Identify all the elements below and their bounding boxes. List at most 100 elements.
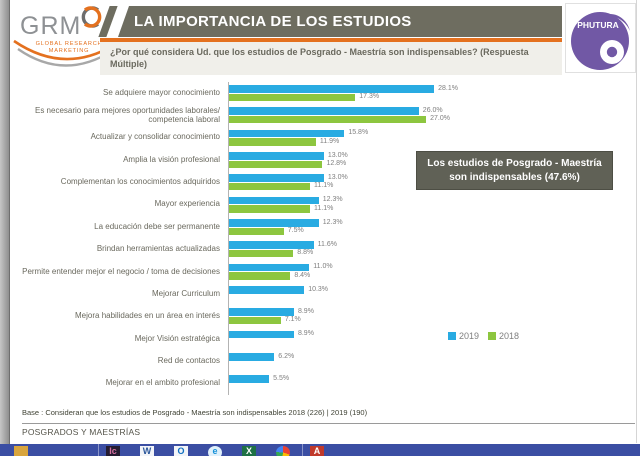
bar-group: 10.3%	[228, 283, 632, 306]
chart-row: Mejorar Curriculum 10.3%	[10, 283, 632, 306]
bar-value-2018: 7.5%	[287, 227, 304, 235]
bar-group: 12.3% 11.1%	[228, 193, 632, 217]
bar-2018	[229, 316, 281, 325]
chart-row: Brindan herramientas actualizadas 11.6% 8.…	[10, 238, 632, 261]
bar-2018	[229, 115, 427, 124]
category-label: Permite entender mejor el negocio / toma…	[22, 266, 220, 276]
bar-value-2019: 8.9%	[297, 330, 314, 338]
bar-2018	[229, 182, 311, 191]
bar-2018	[229, 272, 291, 280]
bar-value-2019: 11.0%	[313, 263, 333, 271]
bar-value-2018: 11.1%	[314, 182, 334, 190]
section-title: POSGRADOS Y MAESTRÍAS	[22, 427, 141, 437]
chart-row: Mejora habilidades en un área en interés…	[10, 305, 632, 328]
incopy-icon[interactable]: Ic	[106, 446, 120, 456]
bar-value-2019: 6.2%	[278, 352, 295, 360]
folder-icon[interactable]	[14, 446, 28, 456]
footer-divider	[22, 423, 635, 424]
bar-value-2019: 12.3%	[322, 218, 343, 226]
bar-2019	[229, 152, 324, 160]
taskbar-separator	[98, 444, 99, 456]
chart-row: Mejor Visión estratégica 8.9%	[10, 327, 632, 351]
bar-value-2018: 11.9%	[319, 137, 340, 145]
phutura-logo-box: PHUTURA	[565, 3, 636, 73]
bar-2019	[229, 330, 294, 339]
bar-value-2019: 15.8%	[348, 129, 369, 137]
legend-item-2018: 2018	[488, 331, 519, 341]
bar-group: 13.0% 12.8%	[228, 149, 632, 172]
bar-group: 6.2%	[228, 350, 632, 373]
grm-logo-swirl-orange	[83, 6, 102, 28]
slide-right-edge	[636, 0, 637, 443]
category-label: La educación debe ser permanente	[94, 221, 220, 231]
callout-box: Los estudios de Posgrado - Maestría son …	[416, 151, 613, 190]
category-label: Complementan los conocimientos adquirido…	[60, 177, 220, 187]
base-note: Base : Consideran que los estudios de Po…	[22, 408, 368, 417]
bar-2019	[229, 308, 294, 316]
category-label: Es necesario para mejores oportunidades …	[35, 105, 220, 124]
bar-value-2019: 13.0%	[327, 173, 348, 181]
legend-swatch-2018	[488, 332, 497, 340]
bar-value-2019: 10.3%	[308, 285, 329, 293]
bar-value-2019: 11.6%	[317, 240, 338, 248]
bar-value-2019: 8.9%	[297, 307, 314, 315]
bar-2019	[229, 263, 310, 272]
survey-question: ¿Por qué considera Ud. que los estudios …	[100, 42, 562, 75]
phutura-logo: PHUTURA	[571, 12, 630, 70]
bar-value-2018: 8.4%	[294, 271, 311, 279]
chart-row: La educación debe ser permanente 12.3% 7.5…	[10, 216, 632, 239]
grm-logo-tagline-2: MARKETING	[49, 48, 89, 54]
bar-2018	[229, 205, 311, 213]
word-icon[interactable]: W	[140, 446, 154, 456]
browser-icon[interactable]: e	[208, 446, 222, 456]
category-label: Brindan herramientas actualizadas	[96, 244, 220, 254]
grm-logo: GRM GLOBAL RESEARCH MARKETING	[13, 6, 115, 67]
bar-value-2018: 12.8%	[326, 160, 347, 168]
bar-group: 15.8% 11.9%	[228, 126, 632, 150]
legend-label-2019: 2019	[459, 331, 480, 341]
bar-2018	[229, 227, 284, 236]
accent-divider	[100, 38, 562, 42]
category-label: Mejora habilidades en un área en interés	[75, 311, 220, 321]
chrome-icon[interactable]	[276, 446, 290, 456]
chart-row: Permite entender mejor el negocio / toma…	[10, 260, 632, 284]
bar-value-2019: 5.5%	[273, 374, 290, 382]
bar-2019	[229, 129, 345, 138]
bar-group: 26.0% 27.0%	[228, 104, 632, 127]
grm-logo-tagline-1: GLOBAL RESEARCH	[36, 41, 103, 47]
bar-value-2019: 12.3%	[322, 196, 343, 204]
bar-2019	[229, 241, 314, 249]
chart-row: Red de contactos 6.2%	[10, 350, 632, 373]
category-label: Se adquiere mayor conocimiento	[103, 87, 220, 97]
excel-icon[interactable]: X	[242, 446, 256, 456]
legend-swatch-2019	[448, 332, 456, 340]
bar-2018	[229, 93, 356, 101]
chart-row: Es necesario para mejores oportunidades …	[10, 104, 632, 127]
bar-2019	[229, 174, 324, 182]
bar-group: 12.3% 7.5%	[228, 216, 632, 239]
category-label: Mejorar en el ambito profesional	[105, 378, 220, 388]
category-label: Mejorar Curriculum	[151, 288, 220, 298]
bar-2018	[229, 138, 316, 146]
bar-value-2018: 27.0%	[430, 115, 450, 123]
slide-title: LA IMPORTANCIA DE LOS ESTUDIOS	[118, 6, 562, 37]
category-label: Mayor experiencia	[154, 199, 220, 209]
chart-row: Mayor experiencia 12.3% 11.1%	[10, 193, 632, 217]
taskbar-separator	[302, 444, 303, 456]
bar-group: 13.0% 11.1%	[228, 171, 632, 194]
bar-2019	[229, 196, 319, 205]
category-label: Actualizar y consolidar conocimiento	[90, 132, 220, 142]
bar-value-2019: 13.0%	[327, 151, 348, 159]
category-label: Amplia la visión profesional	[123, 154, 220, 164]
bar-2018	[229, 249, 294, 258]
bar-2019	[229, 286, 305, 294]
outlook-icon[interactable]: O	[174, 446, 188, 456]
window-left-border	[0, 0, 10, 444]
legend-item-2019: 2019	[448, 331, 479, 341]
bar-value-2019: 28.1%	[438, 84, 458, 92]
bar-2019	[229, 375, 270, 383]
bar-2019	[229, 353, 275, 361]
pdf-icon[interactable]: A	[310, 446, 324, 456]
bar-group: 11.0% 8.4%	[228, 260, 632, 284]
